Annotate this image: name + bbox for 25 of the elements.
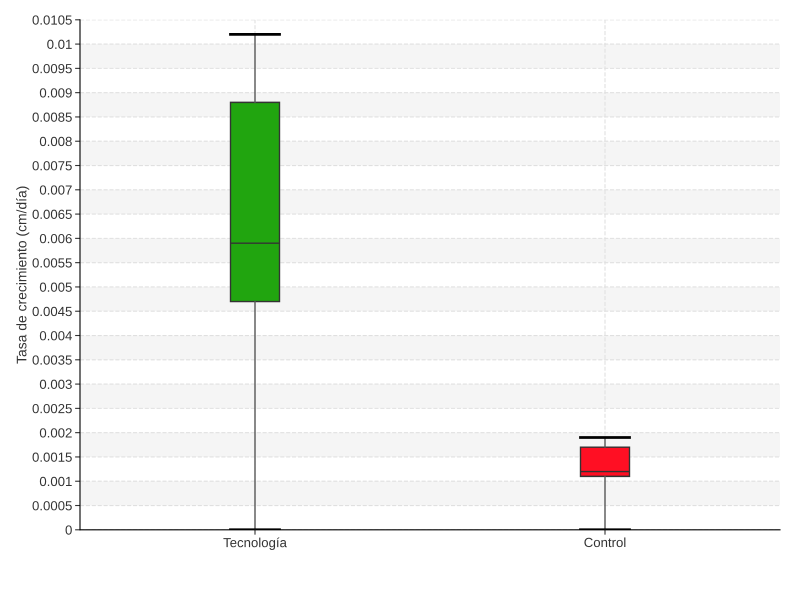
- y-tick-label: 0.001: [40, 476, 72, 486]
- y-axis-title: Tasa de crecimiento (cm/día): [16, 186, 30, 364]
- y-tick-label: 0.005: [40, 282, 72, 292]
- y-tick-label: 0.003: [40, 380, 72, 389]
- y-tick-label: 0.0105: [32, 15, 72, 25]
- y-tick-label: 0.0075: [32, 161, 72, 170]
- y-tick-label: 0.0035: [32, 355, 72, 365]
- y-tick-label: 0.0065: [32, 210, 72, 219]
- y-tick-label: 0.004: [40, 331, 72, 340]
- y-tick-label: 0.009: [40, 88, 72, 98]
- y-tick-label: 0.01: [47, 40, 72, 49]
- y-tick-label: 0.0005: [32, 501, 72, 510]
- y-tick-label: 0.0085: [32, 112, 72, 122]
- x-tick-label: Control: [584, 537, 626, 548]
- y-tick-label: 0.0055: [32, 258, 72, 268]
- y-tick-label: 0: [66, 525, 72, 535]
- y-tick-label: 0.0025: [32, 404, 72, 414]
- y-tick-label: 0.007: [40, 185, 72, 195]
- y-tick-label: 0.0045: [32, 306, 72, 316]
- y-tick-label: 0.0095: [32, 64, 72, 74]
- x-tick-label: Tecnología: [223, 537, 287, 550]
- y-tick-label: 0.0015: [32, 452, 72, 462]
- y-tick-label: 0.008: [40, 136, 72, 146]
- y-tick-label: 0.006: [40, 234, 72, 244]
- y-tick-label: 0.002: [40, 428, 72, 438]
